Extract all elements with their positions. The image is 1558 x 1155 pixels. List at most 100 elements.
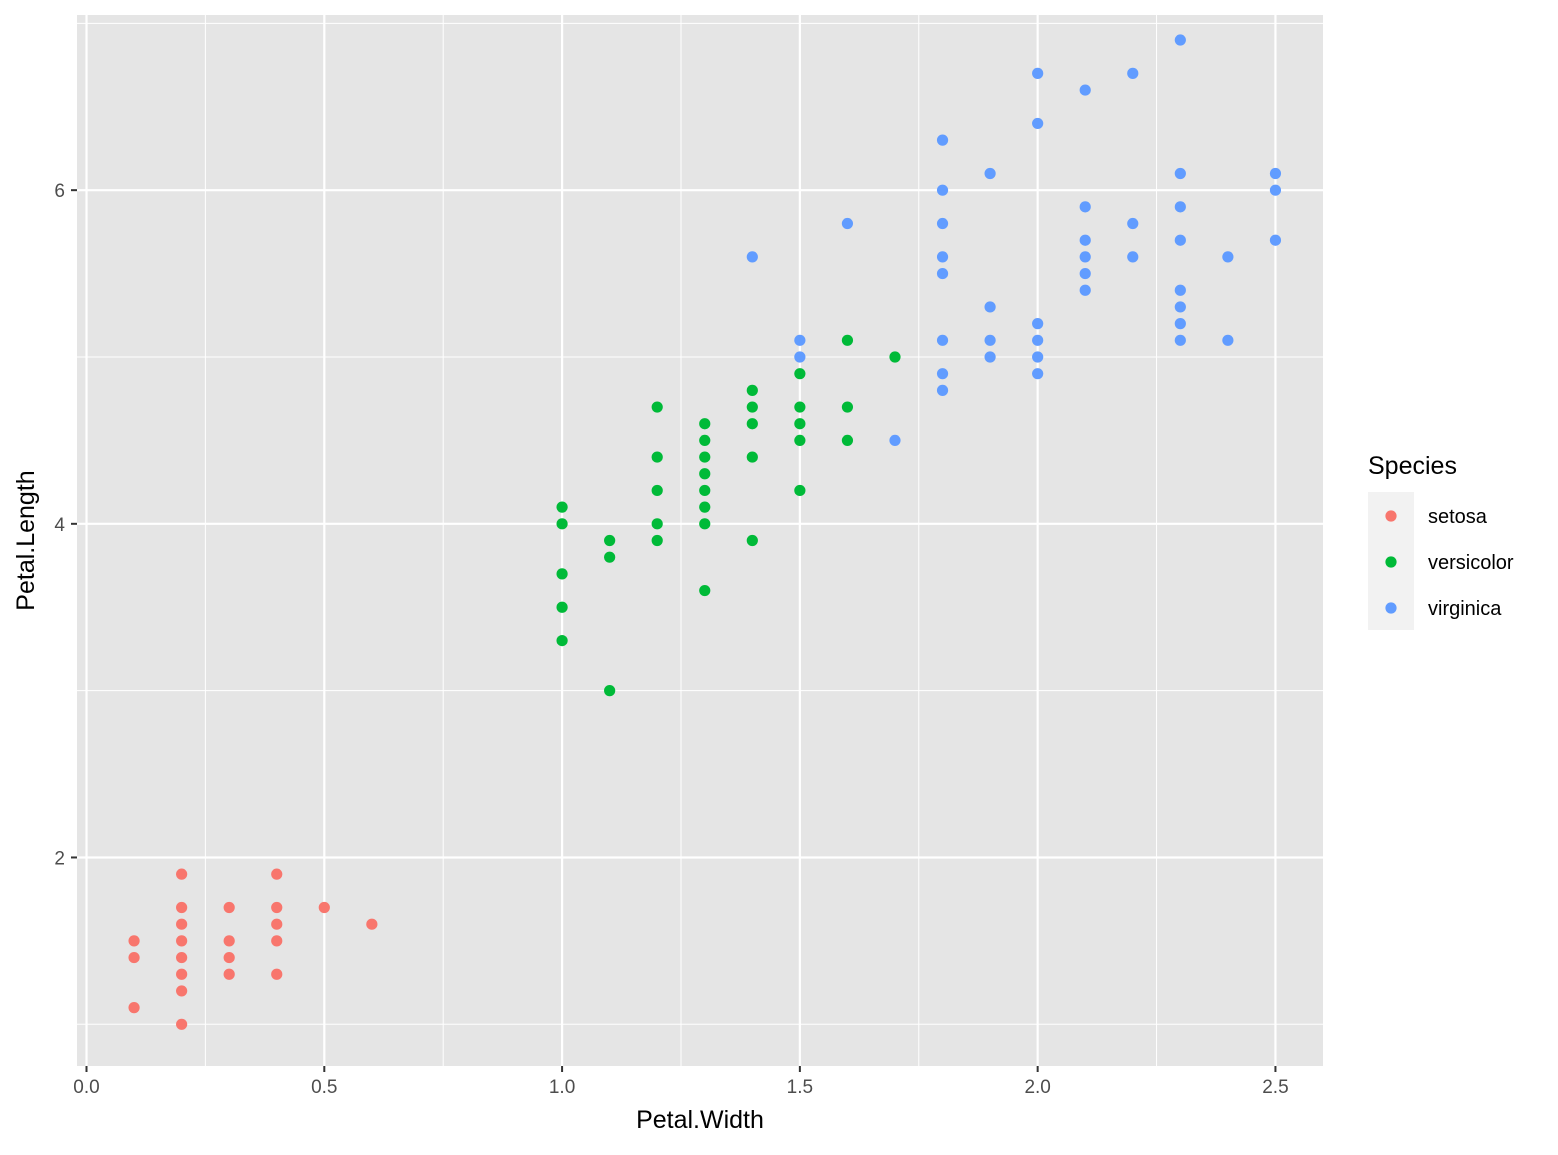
data-point-versicolor — [746, 451, 758, 463]
data-point-virginica — [1174, 301, 1186, 313]
data-point-virginica — [1174, 167, 1186, 180]
legend: Species setosa versicolor virginica — [1368, 452, 1514, 630]
data-point-versicolor — [556, 501, 568, 513]
y-axis-title: Petal.Length — [12, 470, 40, 610]
legend-items: setosa versicolor virginica — [1385, 506, 1514, 620]
data-point-versicolor — [699, 434, 711, 447]
data-point-virginica — [1174, 34, 1186, 46]
data-point-virginica — [1269, 167, 1282, 180]
data-point-versicolor — [604, 551, 616, 563]
data-point-virginica — [1174, 234, 1186, 246]
data-point-setosa — [318, 901, 330, 914]
data-point-versicolor — [889, 351, 901, 363]
data-point-versicolor — [746, 401, 758, 413]
data-point-versicolor — [651, 484, 663, 497]
data-point-versicolor — [604, 685, 616, 697]
data-point-virginica — [1079, 84, 1091, 96]
data-point-versicolor — [651, 451, 663, 463]
y-tick-label: 2 — [54, 848, 65, 869]
data-point-versicolor — [556, 518, 568, 530]
data-point-setosa — [223, 935, 235, 947]
data-point-virginica — [1127, 67, 1139, 79]
data-point-versicolor — [699, 451, 711, 463]
data-point-virginica — [1032, 351, 1044, 363]
legend-key-virginica — [1385, 602, 1397, 614]
data-point-versicolor — [604, 534, 616, 547]
data-point-setosa — [176, 951, 188, 964]
data-point-virginica — [794, 334, 806, 346]
data-point-setosa — [271, 918, 283, 930]
data-point-setosa — [176, 968, 188, 980]
data-point-versicolor — [699, 501, 711, 513]
y-tick-label: 4 — [54, 515, 65, 536]
data-point-versicolor — [746, 384, 758, 396]
data-point-virginica — [1032, 67, 1044, 79]
x-tick-label: 1.0 — [549, 1077, 575, 1098]
data-point-virginica — [984, 301, 996, 313]
data-points — [128, 34, 1282, 1030]
data-point-setosa — [176, 935, 188, 947]
data-point-virginica — [1174, 318, 1186, 330]
legend-key-versicolor — [1385, 556, 1397, 568]
data-point-versicolor — [699, 584, 711, 597]
data-point-virginica — [984, 167, 996, 180]
data-point-virginica — [1127, 217, 1139, 230]
x-tick-label: 0.5 — [311, 1077, 337, 1098]
data-point-virginica — [1222, 251, 1234, 263]
data-point-virginica — [1032, 318, 1044, 330]
x-axis: 0.0 0.5 1.0 1.5 2.0 2.5 — [73, 1066, 1289, 1098]
data-point-virginica — [984, 351, 996, 363]
data-point-setosa — [128, 935, 140, 947]
data-point-setosa — [223, 951, 235, 964]
data-point-versicolor — [699, 468, 711, 480]
data-point-virginica — [1032, 117, 1044, 130]
data-point-versicolor — [794, 418, 806, 430]
data-point-virginica — [1269, 184, 1282, 196]
data-point-versicolor — [794, 484, 806, 497]
data-point-setosa — [128, 1002, 140, 1014]
data-point-setosa — [223, 901, 235, 914]
data-point-virginica — [936, 334, 949, 346]
data-point-virginica — [1269, 234, 1282, 246]
data-point-versicolor — [794, 401, 806, 413]
data-point-setosa — [223, 968, 235, 980]
data-point-setosa — [176, 868, 188, 880]
data-point-virginica — [1032, 368, 1044, 380]
data-point-versicolor — [556, 601, 568, 613]
data-point-virginica — [1222, 334, 1234, 346]
data-point-virginica — [936, 368, 949, 380]
legend-title: Species — [1368, 452, 1457, 480]
data-point-virginica — [936, 251, 949, 263]
data-point-setosa — [271, 901, 283, 914]
data-point-virginica — [841, 217, 854, 230]
data-point-setosa — [271, 868, 283, 880]
legend-label-setosa: setosa — [1428, 506, 1488, 528]
data-point-versicolor — [746, 418, 758, 430]
legend-label-virginica: virginica — [1428, 598, 1502, 620]
data-point-virginica — [794, 351, 806, 363]
data-point-setosa — [176, 901, 188, 914]
data-point-virginica — [936, 134, 949, 146]
data-point-virginica — [1079, 284, 1091, 296]
plot-panel — [77, 15, 1323, 1066]
data-point-versicolor — [699, 518, 711, 530]
data-point-versicolor — [746, 534, 758, 547]
data-point-virginica — [1032, 334, 1044, 346]
data-point-setosa — [176, 985, 188, 997]
data-point-versicolor — [794, 368, 806, 380]
data-point-versicolor — [794, 434, 806, 447]
data-point-virginica — [936, 184, 949, 196]
data-point-virginica — [1174, 284, 1186, 296]
y-tick-label: 6 — [54, 181, 65, 202]
data-point-virginica — [1079, 234, 1091, 246]
x-tick-label: 2.0 — [1024, 1077, 1050, 1098]
data-point-versicolor — [556, 634, 568, 647]
x-tick-label: 1.5 — [787, 1077, 813, 1098]
legend-label-versicolor: versicolor — [1428, 552, 1514, 574]
data-point-setosa — [176, 1018, 188, 1030]
data-point-versicolor — [699, 484, 711, 497]
data-point-virginica — [1079, 201, 1091, 213]
data-point-versicolor — [651, 401, 663, 413]
